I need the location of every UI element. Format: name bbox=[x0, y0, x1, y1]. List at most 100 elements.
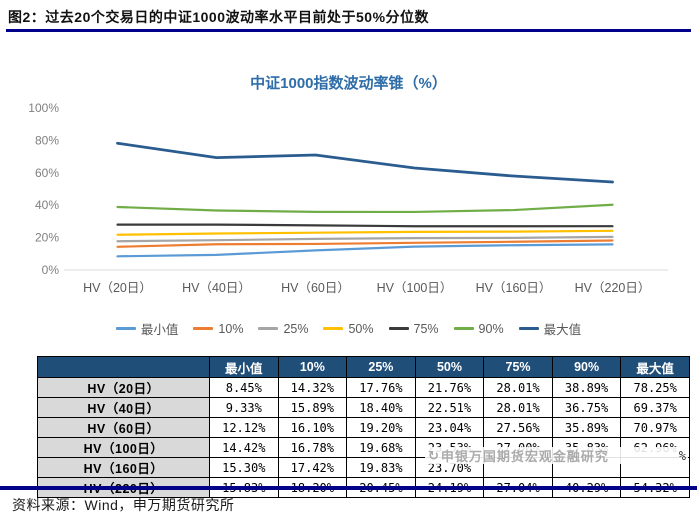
bottom-divider bbox=[0, 486, 697, 490]
value-cell: 62.96% bbox=[620, 437, 690, 458]
value-cell: 19.68% bbox=[346, 437, 416, 458]
value-cell: 35.89% bbox=[551, 417, 622, 438]
value-cell: 18.40% bbox=[346, 397, 416, 418]
table-row: HV（100日） 14.42% 16.78% 19.68% 23.53% 27.00% 35… bbox=[37, 437, 690, 458]
table-row: HV（40日） 9.33% 15.89% 18.40% 22.51% 28.01% 36.7… bbox=[37, 397, 690, 418]
value-cell: 12.12% bbox=[209, 417, 279, 438]
value-cell: 19.20% bbox=[346, 417, 416, 438]
x-axis-category-label: HV（100日） bbox=[377, 281, 453, 295]
value-cell bbox=[551, 457, 622, 478]
legend-label: 90% bbox=[478, 321, 504, 336]
row-label-cell: HV（60日） bbox=[37, 417, 210, 438]
value-cell: 8.45% bbox=[209, 377, 279, 398]
row-label-cell: HV（20日） bbox=[37, 377, 210, 398]
value-cell: 27.56% bbox=[483, 417, 553, 438]
legend-label: 10% bbox=[218, 321, 244, 336]
table-header-cell bbox=[37, 356, 210, 378]
legend-line-swatch bbox=[518, 327, 539, 330]
legend-item: 最大值 bbox=[518, 319, 582, 338]
value-cell: 14.32% bbox=[277, 377, 348, 398]
value-cell: 28.01% bbox=[483, 397, 553, 418]
legend-item: 50% bbox=[323, 321, 374, 336]
legend-label: 50% bbox=[348, 321, 374, 336]
chart-line-7 bbox=[116, 141, 614, 184]
value-cell: 28.01% bbox=[483, 377, 553, 398]
figure-title: 图2：过去20个交易日的中证1000波动率水平目前处于50%分位数 bbox=[8, 9, 430, 25]
legend-line-swatch bbox=[115, 327, 136, 330]
chart-line-2 bbox=[116, 239, 614, 248]
chart-line-3 bbox=[116, 235, 614, 243]
x-axis-category-label: HV（20日） bbox=[83, 281, 152, 295]
value-cell: 23.04% bbox=[414, 417, 485, 438]
value-cell: 19.83% bbox=[346, 457, 416, 478]
legend-item: 10% bbox=[193, 322, 243, 336]
legend-line-swatch bbox=[323, 327, 344, 330]
table-header-cell: 50% bbox=[414, 356, 485, 378]
value-cell: 14.42% bbox=[209, 437, 279, 458]
value-cell: 17.42% bbox=[277, 457, 348, 478]
value-cell: 23.53% bbox=[414, 437, 485, 458]
value-cell: 27.00% bbox=[483, 437, 553, 458]
x-axis-category-label: HV（40日） bbox=[182, 281, 251, 295]
chart-title: 中证1000指数波动率锥（%） bbox=[250, 75, 447, 92]
legend-label: 最大值 bbox=[543, 323, 582, 337]
volatility-table: 最小值 10% 25% 50% 75% 90% 最大值 HV（20日） 8.45% 14.32% 1… bbox=[37, 356, 690, 498]
y-axis-tick-label: 80% bbox=[35, 133, 59, 147]
y-axis-tick-label: 40% bbox=[35, 198, 59, 212]
value-cell: 78.25% bbox=[620, 377, 690, 398]
value-cell bbox=[483, 457, 553, 478]
y-axis-tick-label: 0% bbox=[42, 263, 60, 277]
value-cell: 17.76% bbox=[346, 377, 416, 398]
table-header-row: 最小值 10% 25% 50% 75% 90% 最大值 bbox=[37, 356, 690, 378]
value-cell: 21.76% bbox=[414, 377, 485, 398]
row-label-cell: HV（160日） bbox=[37, 457, 210, 478]
value-cell: 38.89% bbox=[551, 377, 622, 398]
table-header-cell: 90% bbox=[551, 356, 622, 378]
value-cell: 70.97% bbox=[620, 417, 690, 438]
source-line: 资料来源：Wind，申万期货研究所 bbox=[12, 497, 235, 513]
value-cell: 15.30% bbox=[209, 457, 279, 478]
value-cell: 69.37% bbox=[620, 397, 690, 418]
legend-item: 25% bbox=[258, 322, 308, 336]
legend-line-swatch bbox=[388, 327, 409, 330]
value-cell: 35.83% bbox=[551, 437, 622, 458]
value-cell: 15.89% bbox=[277, 397, 348, 418]
x-axis-category-label: HV（220日） bbox=[575, 281, 651, 295]
legend-label: 最小值 bbox=[140, 323, 179, 337]
chart-line-4 bbox=[116, 229, 614, 236]
header-divider bbox=[6, 29, 691, 32]
row-label-cell: HV（40日） bbox=[37, 397, 210, 418]
y-axis-tick-label: 100% bbox=[28, 101, 59, 115]
table-row: HV（160日） 15.30% 17.42% 19.83% 23.70% bbox=[37, 457, 690, 478]
y-axis-tick-label: 20% bbox=[35, 231, 59, 245]
row-label-cell: HV（100日） bbox=[37, 437, 210, 458]
table-header-cell: 10% bbox=[277, 356, 348, 378]
value-cell: 16.10% bbox=[277, 417, 348, 438]
table-header-cell: 最大值 bbox=[620, 356, 690, 378]
volatility-cone-chart: 0% 20% 40% 60% 80% 100% HV（20日） HV（40日） HV（60日） H… bbox=[28, 101, 668, 295]
value-cell bbox=[620, 457, 690, 478]
chart-line-6 bbox=[116, 203, 614, 214]
table-header-cell: 25% bbox=[346, 356, 416, 378]
legend-line-swatch bbox=[453, 327, 474, 330]
legend-label: 75% bbox=[413, 321, 439, 336]
value-cell: 36.75% bbox=[551, 397, 622, 418]
chart-line-1 bbox=[116, 243, 614, 258]
volatility-table-wrap: 最小值 10% 25% 50% 75% 90% 最大值 HV（20日） 8.45% 14.32% 1… bbox=[37, 356, 690, 498]
y-axis-tick-label: 60% bbox=[35, 166, 59, 180]
value-cell: 16.78% bbox=[277, 437, 348, 458]
chart-legend: 最小值 10% 25% 50% 75% 90% 最大值 bbox=[0, 319, 697, 338]
table-row: HV（60日） 12.12% 16.10% 19.20% 23.04% 27.56% 35.… bbox=[37, 417, 690, 438]
legend-line-swatch bbox=[258, 327, 279, 330]
legend-label: 25% bbox=[283, 321, 309, 336]
x-axis-category-label: HV（160日） bbox=[476, 281, 552, 295]
legend-item: 90% bbox=[453, 321, 504, 336]
chart-line-5 bbox=[116, 223, 614, 228]
value-cell: 23.70% bbox=[414, 457, 485, 478]
value-cell: 9.33% bbox=[209, 397, 279, 418]
value-cell: 22.51% bbox=[414, 397, 485, 418]
legend-item: 最小值 bbox=[115, 319, 179, 338]
legend-item: 75% bbox=[388, 321, 439, 336]
x-axis-category-label: HV（60日） bbox=[281, 281, 350, 295]
